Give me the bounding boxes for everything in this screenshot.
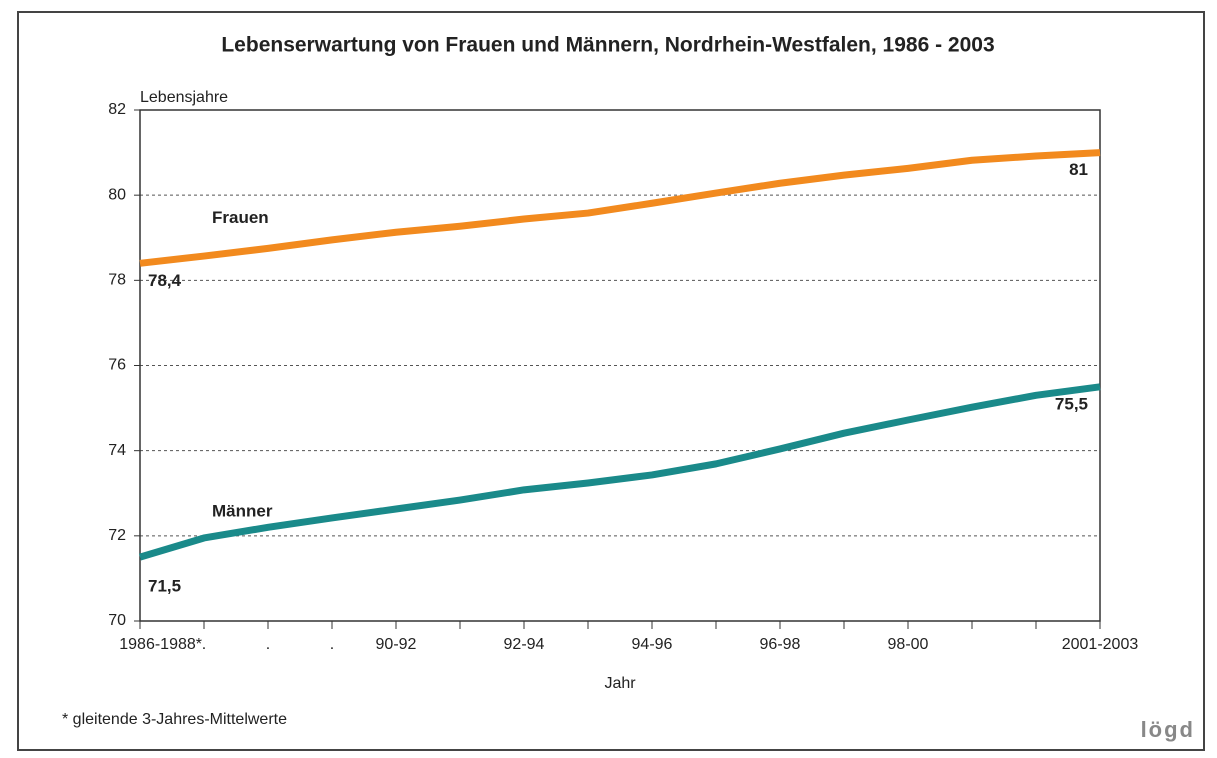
y-tick-label: 70 (108, 612, 126, 629)
x-tick-label: 96-98 (760, 636, 801, 653)
y-tick-label: 72 (108, 527, 126, 544)
y-tick-label: 82 (108, 101, 126, 118)
data-label: 78,4 (148, 271, 182, 290)
x-tick-label: . (330, 636, 334, 653)
x-tick-label: 98-00 (888, 636, 929, 653)
y-axis-label: Lebensjahre (140, 89, 228, 106)
y-tick-label: 80 (108, 186, 126, 203)
x-tick-label: 94-96 (632, 636, 673, 653)
series-line (138, 383, 1101, 561)
x-tick-label: 90-92 (376, 636, 417, 653)
data-label: 75,5 (1055, 394, 1088, 413)
series-label: Männer (212, 502, 273, 521)
plot-area (139, 109, 1101, 622)
y-tick-label: 78 (108, 272, 126, 289)
x-axis-label: Jahr (604, 675, 636, 692)
data-label: 71,5 (148, 577, 181, 596)
data-label: 81 (1069, 160, 1088, 179)
y-tick-label: 76 (108, 357, 126, 374)
x-tick-label: 2001-2003 (1062, 636, 1139, 653)
x-tick-label: 1986-1988* (119, 636, 202, 653)
footnote: * gleitende 3-Jahres-Mittelwerte (62, 711, 287, 728)
series-line (139, 149, 1101, 267)
y-tick-label: 74 (108, 442, 126, 459)
source-logo: lögd (1141, 717, 1195, 742)
x-tick-label: . (202, 636, 206, 653)
chart-title: Lebenserwartung von Frauen und Männern, … (221, 34, 994, 57)
x-tick-label: 92-94 (504, 636, 545, 653)
x-tick-label: . (266, 636, 270, 653)
frame (17, 11, 1205, 751)
series-label: Frauen (212, 208, 269, 227)
